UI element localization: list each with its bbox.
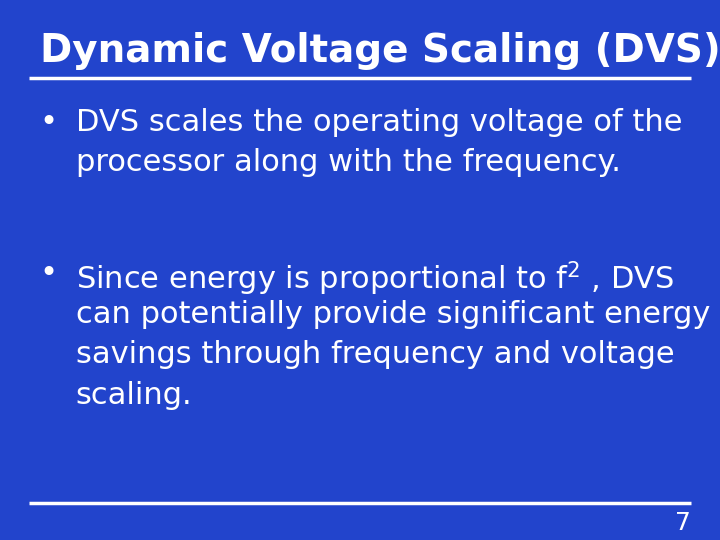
Text: Dynamic Voltage Scaling (DVS): Dynamic Voltage Scaling (DVS) (40, 32, 720, 70)
Text: savings through frequency and voltage: savings through frequency and voltage (76, 340, 674, 369)
Text: can potentially provide significant energy: can potentially provide significant ener… (76, 300, 710, 329)
Text: Since energy is proportional to f$^{2}$ , DVS: Since energy is proportional to f$^{2}$ … (76, 259, 674, 298)
Text: •: • (40, 108, 58, 137)
Text: processor along with the frequency.: processor along with the frequency. (76, 148, 621, 178)
Text: DVS scales the operating voltage of the: DVS scales the operating voltage of the (76, 108, 682, 137)
Text: •: • (40, 259, 58, 288)
Text: scaling.: scaling. (76, 381, 192, 410)
Text: 7: 7 (675, 511, 691, 535)
